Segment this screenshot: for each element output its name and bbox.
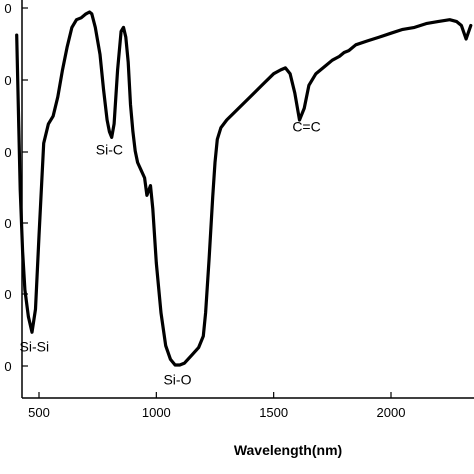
x-ticks: 500 1000 1500 2000	[28, 392, 405, 420]
x-tick-label: 500	[28, 405, 50, 420]
y-tick-label: 0	[4, 73, 11, 88]
y-tick-label: 0	[4, 1, 11, 16]
plot-area	[15, 10, 473, 367]
y-tick-label: 0	[4, 359, 11, 374]
x-axis-title: Wavelength(nm)	[234, 442, 342, 458]
annotation-label: Si-O	[163, 371, 191, 387]
x-tick-label: 2000	[377, 405, 406, 420]
series-line	[15, 10, 473, 367]
y-tick-label: 0	[4, 145, 11, 160]
y-ticks: 0 0 0 0 0 0	[4, 1, 28, 374]
annotation-label: Si-C	[96, 142, 123, 158]
axes	[21, 0, 474, 399]
annotations: Si-Si Si-C Si-O C=C	[20, 119, 321, 388]
annotation-label: C=C	[292, 119, 320, 135]
y-tick-label: 0	[4, 216, 11, 231]
annotation-label: Si-Si	[20, 338, 50, 354]
y-tick-label: 0	[4, 287, 11, 302]
x-tick-label: 1500	[259, 405, 288, 420]
x-tick-label: 1000	[142, 405, 171, 420]
